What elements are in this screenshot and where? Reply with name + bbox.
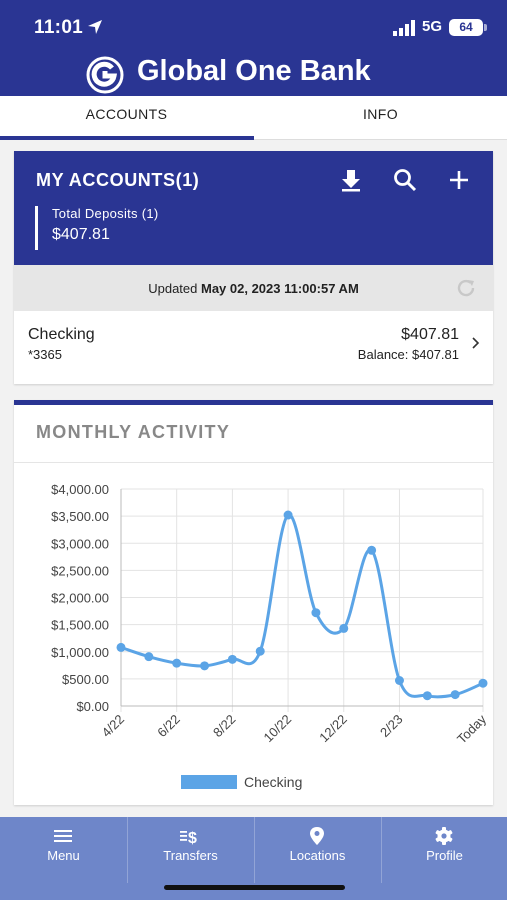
updated-time: May 02, 2023 11:00:57 AM	[200, 281, 359, 296]
signal-icon	[393, 20, 415, 36]
monthly-activity-card: MONTHLY ACTIVITY $0.00 $500.00 $1,000.00 $1…	[14, 400, 493, 805]
download-icon[interactable]	[338, 167, 364, 193]
data-point	[422, 691, 432, 701]
nav-menu[interactable]: Menu	[0, 817, 127, 883]
accounts-title: MY ACCOUNTS(1)	[36, 170, 200, 190]
y-tick-label: $3,000.00	[51, 536, 109, 551]
data-point	[283, 510, 293, 520]
tab-info[interactable]: INFO	[254, 96, 507, 140]
y-tick-label: $1,000.00	[51, 645, 109, 660]
y-tick-label: $2,000.00	[51, 591, 109, 606]
y-tick-label: $500.00	[62, 672, 109, 687]
series-line-checking	[120, 513, 484, 699]
account-number: *3365	[28, 347, 62, 362]
x-tick-label: 12/22	[316, 712, 350, 746]
updated-row: Updated May 02, 2023 11:00:57 AM	[14, 265, 493, 311]
data-point	[255, 646, 265, 656]
nav-divider	[254, 817, 255, 883]
y-tick-label: $2,500.00	[51, 563, 109, 578]
data-point	[478, 678, 488, 688]
location-arrow-icon	[88, 20, 102, 34]
search-icon[interactable]	[392, 167, 418, 193]
transfer-icon: $	[180, 830, 197, 846]
accounts-card: MY ACCOUNTS(1) Total Deposits (1) $407.8…	[14, 151, 493, 384]
data-point	[116, 642, 126, 652]
data-point	[200, 661, 210, 671]
data-point	[172, 658, 182, 668]
data-point	[311, 608, 321, 618]
gear-icon	[435, 827, 453, 845]
nav-menu-label: Menu	[47, 848, 80, 863]
data-point	[450, 690, 460, 700]
monthly-activity-chart: $0.00 $500.00 $1,000.00 $1,500.00 $2,000.00 $…	[51, 482, 489, 790]
x-tick-label: 4/22	[99, 712, 128, 741]
nav-profile-label: Profile	[426, 848, 463, 863]
x-tick-label: 8/22	[210, 712, 239, 741]
data-point	[144, 652, 154, 662]
y-tick-label: $0.00	[76, 699, 109, 714]
chevron-right-icon	[472, 337, 480, 349]
refresh-icon[interactable]	[455, 277, 477, 299]
active-tab-indicator	[0, 136, 254, 140]
tab-accounts-label: ACCOUNTS	[85, 106, 168, 122]
activity-divider	[14, 462, 493, 463]
menu-icon	[54, 830, 72, 842]
data-point	[339, 623, 349, 633]
app-header: 11:01 5G 64 Global One Bank	[0, 0, 507, 96]
tab-bar: ACCOUNTS INFO	[0, 96, 507, 140]
updated-prefix: Updated	[148, 281, 201, 296]
legend-label: Checking	[244, 774, 302, 790]
legend-swatch	[181, 775, 237, 789]
app-title: Global One Bank	[137, 55, 371, 87]
nav-profile[interactable]: Profile	[381, 817, 507, 883]
updated-text: Updated May 02, 2023 11:00:57 AM	[14, 281, 493, 296]
y-tick-label: $1,500.00	[51, 618, 109, 633]
data-point	[394, 676, 404, 686]
nav-divider	[127, 817, 128, 883]
data-point	[227, 654, 237, 664]
nav-transfers[interactable]: $ Transfers	[127, 817, 254, 883]
total-deposits: Total Deposits (1) $407.81	[35, 206, 159, 250]
status-bar: 11:01 5G 64	[0, 0, 507, 52]
nav-divider	[381, 817, 382, 883]
y-tick-label: $4,000.00	[51, 482, 109, 497]
battery-icon: 64	[449, 19, 483, 36]
nav-locations-label: Locations	[289, 848, 346, 863]
x-tick-label: Today	[454, 711, 489, 746]
tab-info-label: INFO	[362, 106, 399, 122]
network-type: 5G	[422, 18, 443, 35]
location-pin-icon	[310, 827, 324, 845]
home-indicator	[164, 885, 345, 890]
y-tick-label: $3,500.00	[51, 509, 109, 524]
data-point	[367, 545, 377, 555]
total-deposits-label: Total Deposits (1)	[52, 206, 159, 221]
svg-text:$: $	[188, 830, 197, 846]
x-tick-label: 6/22	[154, 712, 183, 741]
account-row-checking[interactable]: Checking *3365 $407.81 Balance: $407.81	[14, 311, 493, 377]
bank-logo-icon	[86, 56, 124, 94]
tab-accounts[interactable]: ACCOUNTS	[0, 96, 254, 140]
plus-icon[interactable]	[446, 167, 472, 193]
accounts-header: MY ACCOUNTS(1) Total Deposits (1) $407.8…	[14, 151, 493, 265]
battery-tip	[484, 24, 487, 31]
total-deposits-value: $407.81	[52, 226, 110, 243]
nav-locations[interactable]: Locations	[254, 817, 381, 883]
nav-transfers-label: Transfers	[163, 848, 218, 863]
activity-title: MONTHLY ACTIVITY	[36, 422, 231, 442]
account-amount: $407.81	[401, 326, 459, 343]
account-balance: Balance: $407.81	[357, 347, 459, 362]
x-tick-label: 10/22	[261, 712, 295, 746]
account-name: Checking	[28, 326, 95, 343]
x-tick-label: 2/23	[377, 712, 406, 741]
status-time: 11:01	[34, 17, 84, 38]
